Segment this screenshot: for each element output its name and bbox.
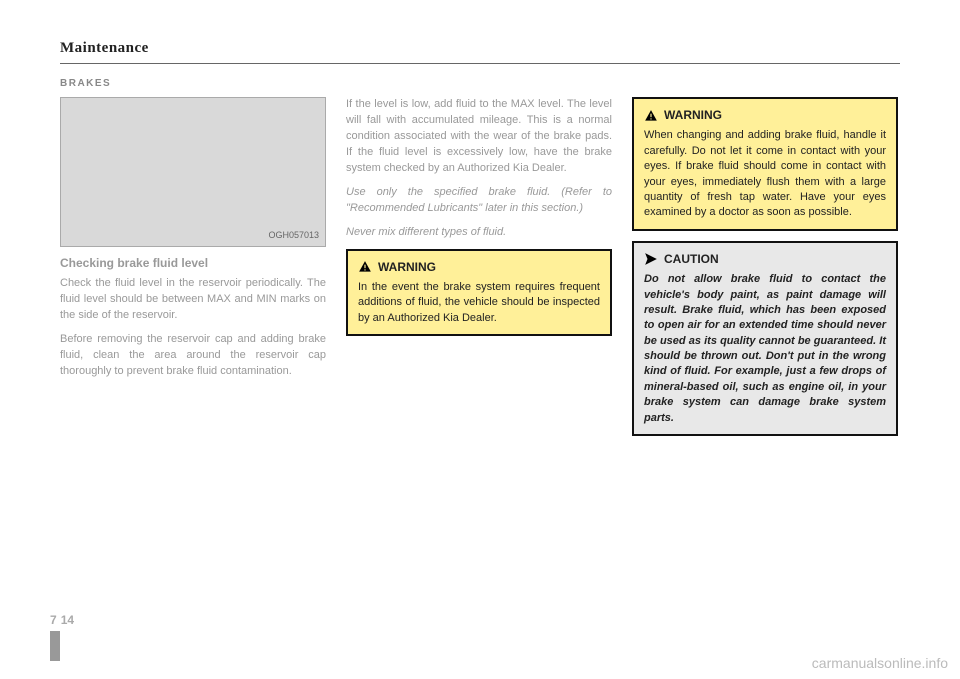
warning-icon (358, 260, 372, 274)
warning-title-row-2: WARNING (644, 107, 886, 124)
col1-subheading: Checking brake fluid level (60, 255, 326, 272)
caution-body: Do not allow brake fluid to contact the … (644, 272, 886, 426)
side-tab (50, 631, 60, 661)
col2-para-1: If the level is low, add fluid to the MA… (346, 97, 612, 177)
section-heading: BRAKES (60, 78, 900, 89)
warning-title-1: WARNING (378, 259, 436, 276)
warning-box-2: WARNING When changing and adding brake f… (632, 97, 898, 231)
warning-title-row: WARNING (358, 259, 600, 276)
column-1: OGH057013 Checking brake fluid level Che… (60, 97, 326, 446)
header-rule (60, 63, 900, 64)
warning-icon (644, 109, 658, 123)
col1-para-1: Check the fluid level in the reservoir p… (60, 276, 326, 324)
chapter-title: Maintenance (60, 40, 900, 57)
caution-box: CAUTION Do not allow brake fluid to cont… (632, 241, 898, 436)
caution-icon (644, 252, 658, 266)
page-number-block: 7 14 (50, 613, 74, 627)
column-2: If the level is low, add fluid to the MA… (346, 97, 612, 446)
column-3: WARNING When changing and adding brake f… (632, 97, 898, 446)
caution-title: CAUTION (664, 251, 719, 268)
col2-para-2: Use only the specified brake fluid. (Ref… (346, 185, 612, 217)
watermark: carmanualsonline.info (812, 655, 948, 671)
caution-title-row: CAUTION (644, 251, 886, 268)
warning-body-1: In the event the brake system requires f… (358, 280, 600, 326)
page-number: 14 (61, 613, 74, 627)
figure-placeholder: OGH057013 (60, 97, 326, 247)
warning-title-2: WARNING (664, 107, 722, 124)
warning-box-1: WARNING In the event the brake system re… (346, 249, 612, 337)
col2-para-3: Never mix different types of fluid. (346, 225, 612, 241)
chapter-number: 7 (50, 613, 57, 627)
page-content: Maintenance BRAKES OGH057013 Checking br… (60, 40, 900, 446)
col1-para-2: Before removing the reservoir cap and ad… (60, 332, 326, 380)
warning-body-2: When changing and adding brake fluid, ha… (644, 128, 886, 220)
columns: OGH057013 Checking brake fluid level Che… (60, 97, 900, 446)
figure-code: OGH057013 (268, 229, 319, 242)
